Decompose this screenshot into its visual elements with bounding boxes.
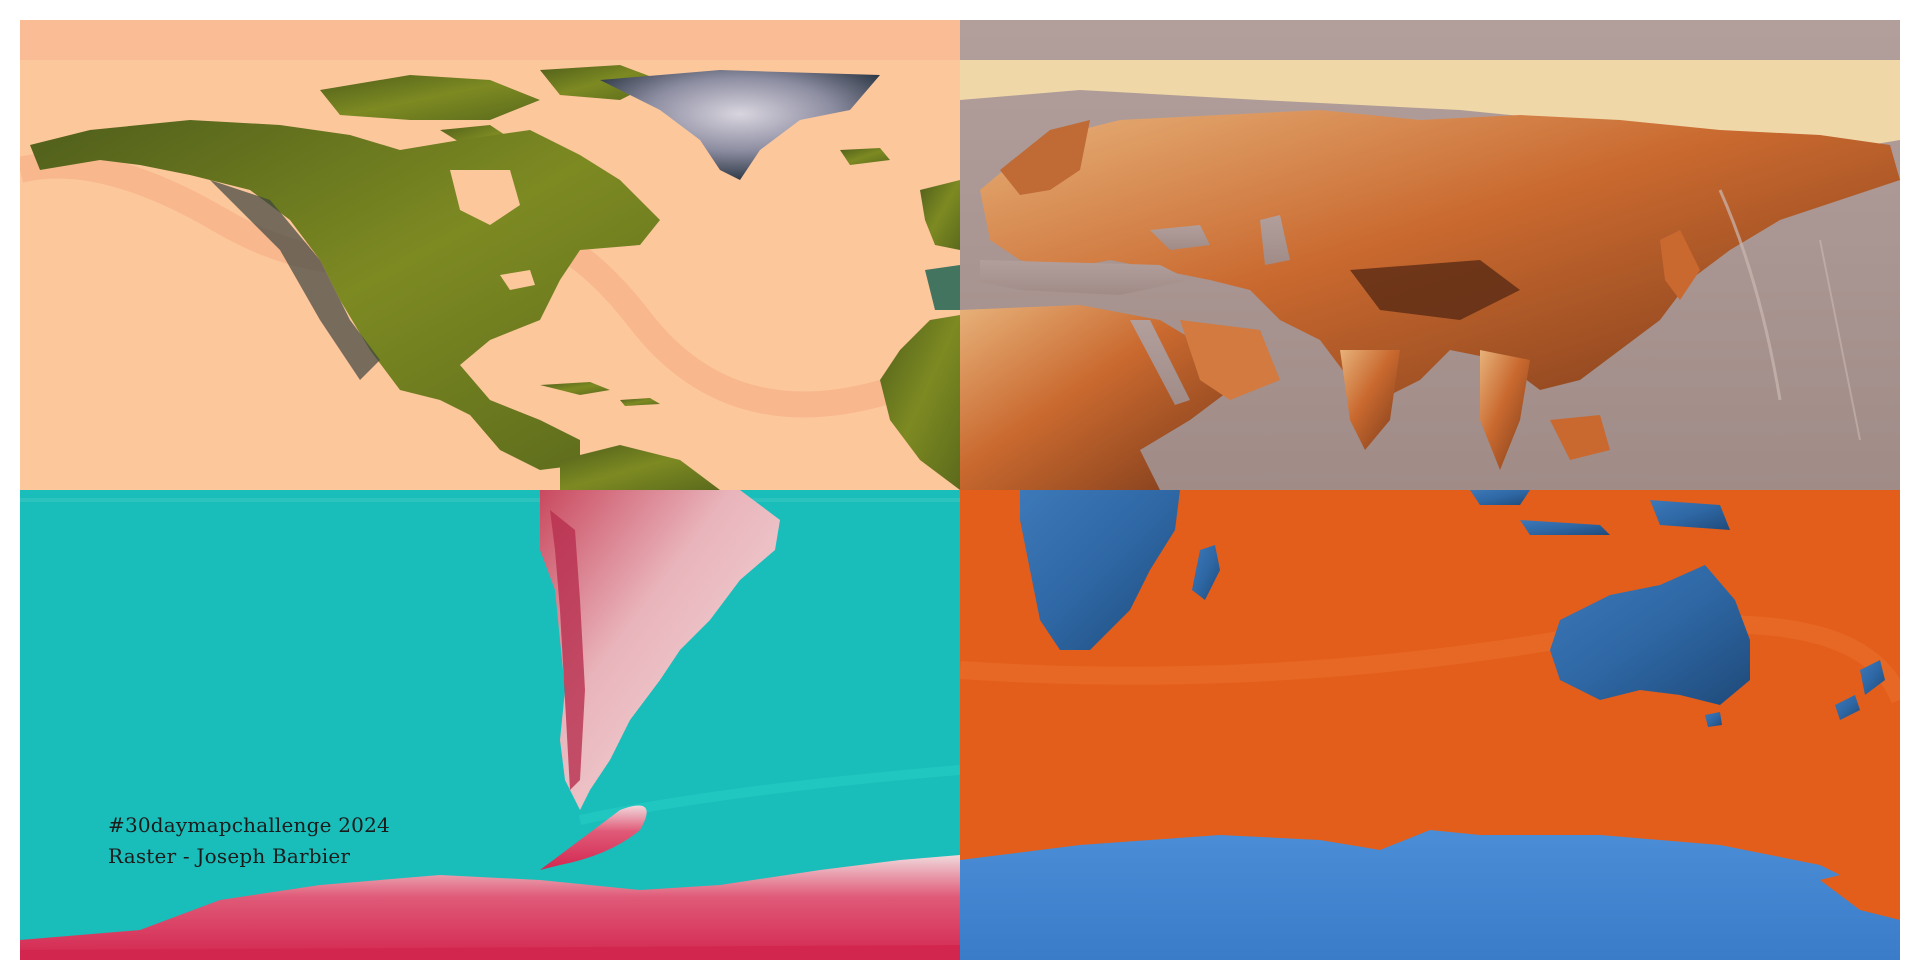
caption-hashtag: #30daymapchallenge 2024 [108,813,390,837]
eurasia-raster [960,20,1900,490]
map-caption: #30daymapchallenge 2024 Raster - Joseph … [108,810,390,872]
south-america-map-panel [20,490,960,960]
south-america-raster [20,490,960,960]
eurasia-map-panel [960,20,1900,490]
australia-map-panel [960,490,1900,960]
map-poster: #30daymapchallenge 2024 Raster - Joseph … [20,20,1900,960]
north-america-raster [20,20,960,490]
caption-author: Raster - Joseph Barbier [108,844,351,868]
north-america-map-panel [20,20,960,490]
australia-raster [960,490,1900,960]
